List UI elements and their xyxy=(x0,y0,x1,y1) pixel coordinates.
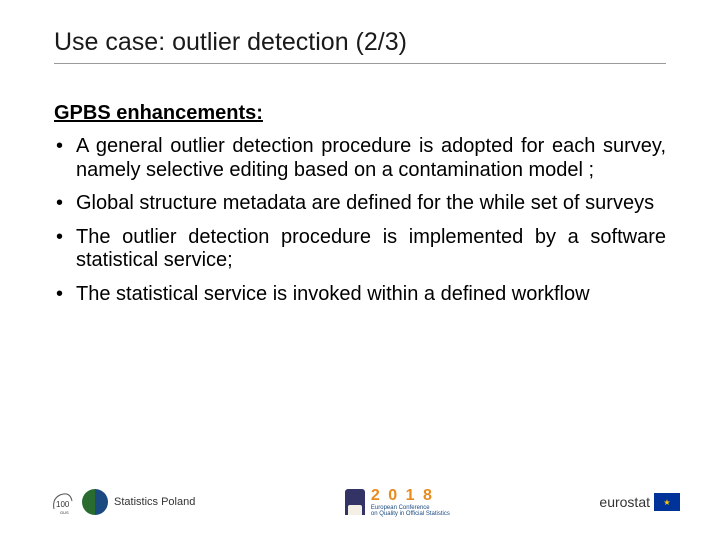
conference-year: 2 0 1 8 xyxy=(371,487,450,505)
bullet-item: The outlier detection procedure is imple… xyxy=(54,226,666,273)
statistics-poland-circle-icon xyxy=(82,489,108,515)
bullet-item: Global structure metadata are defined fo… xyxy=(54,192,666,216)
logo-conference: 2 0 1 8 European Conference on Quality i… xyxy=(345,487,450,517)
conference-line2: on Quality in Official Statistics xyxy=(371,511,450,517)
bullet-item: The statistical service is invoked withi… xyxy=(54,283,666,307)
slide-subtitle: GPBS enhancements: xyxy=(54,102,666,125)
statistics-poland-label: Statistics Poland xyxy=(114,496,195,508)
slide-container: Use case: outlier detection (2/3) GPBS e… xyxy=(0,0,720,540)
conference-building-icon xyxy=(345,489,365,515)
conference-text-block: 2 0 1 8 European Conference on Quality i… xyxy=(371,487,450,517)
bullet-item: A general outlier detection procedure is… xyxy=(54,135,666,182)
eu-flag-icon xyxy=(654,493,680,511)
slide-title: Use case: outlier detection (2/3) xyxy=(54,28,666,64)
eurostat-label: eurostat xyxy=(599,494,650,510)
footer: 100 GUS Statistics Poland 2 0 1 8 Europe… xyxy=(0,478,720,526)
anniversary-sub: GUS xyxy=(60,510,69,515)
logo-eurostat: eurostat xyxy=(599,493,680,511)
bullet-list: A general outlier detection procedure is… xyxy=(54,135,666,307)
logo-statistics-poland: 100 GUS Statistics Poland xyxy=(50,489,195,515)
anniversary-swirl-icon: 100 GUS xyxy=(50,489,76,515)
anniversary-number: 100 xyxy=(56,500,70,509)
